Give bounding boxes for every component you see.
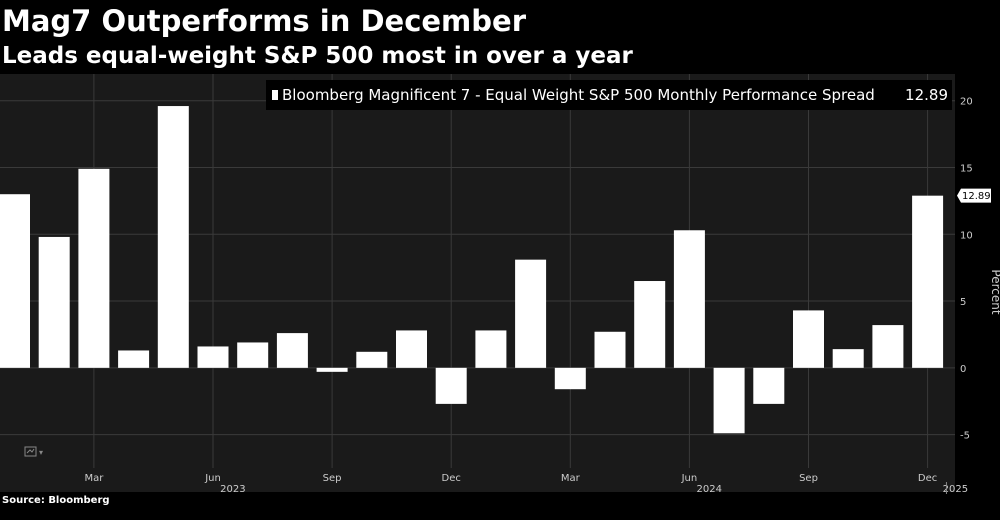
bar [396, 330, 427, 368]
y-tick-label: 5 [960, 297, 966, 308]
x-year-label: 2023 [220, 484, 245, 495]
bar [38, 236, 70, 368]
bar [753, 367, 785, 404]
x-tick-label: Mar [84, 473, 104, 484]
xaxis-area [0, 468, 955, 492]
x-tick-label: Jun [204, 473, 221, 484]
chart-subtitle: Leads equal-weight S&P 500 most in over … [2, 43, 633, 69]
y-tick-label: 20 [960, 97, 973, 108]
bar [912, 195, 944, 368]
bar [832, 349, 864, 368]
x-axis: Mar Jun Sep Dec Mar Jun Sep Dec 2023 2024 2025 [84, 473, 968, 495]
y-tick-label: -5 [960, 431, 970, 442]
bar [276, 333, 308, 368]
bar [515, 259, 547, 368]
legend-box [266, 80, 952, 110]
x-tick-label: Mar [561, 473, 581, 484]
plot-area [0, 74, 955, 468]
bar [634, 281, 666, 368]
legend-value: 12.89 [905, 86, 948, 104]
bar [118, 350, 150, 368]
bar [435, 367, 467, 404]
bar-chart: -5 0 5 10 15 20 Mar Jun Sep Dec Mar Jun Sep Dec 2023 2… [0, 74, 1000, 495]
bar [594, 331, 626, 368]
legend-swatch [272, 90, 278, 100]
bar [554, 367, 586, 390]
bar [793, 310, 824, 368]
y-axis-label: Percent [989, 269, 1000, 314]
last-value-flag [957, 188, 991, 203]
bar [237, 342, 269, 368]
bar [475, 330, 507, 368]
bar [197, 346, 229, 368]
legend-label: Bloomberg Magnificent 7 - Equal Weight S… [282, 86, 875, 104]
x-tick-label: Jun [681, 473, 698, 484]
last-value-label: 12.89 [962, 191, 991, 202]
bar [157, 106, 189, 368]
chart-title: Mag7 Outperforms in December [2, 4, 526, 38]
y-tick-label: 0 [960, 364, 966, 375]
source-note: Source: Bloomberg [2, 495, 110, 506]
bar [713, 367, 745, 434]
last-value-marker: 12.89 [957, 188, 991, 203]
chart-menu-icon[interactable]: ▾ [24, 446, 43, 457]
bars [0, 106, 944, 434]
bar [872, 325, 904, 368]
y-tick-label: 10 [960, 230, 973, 241]
x-tick-label: Sep [323, 473, 342, 484]
svg-text:▾: ▾ [39, 448, 43, 457]
bar [0, 194, 30, 368]
bar [356, 351, 388, 368]
x-year-label: 2024 [697, 484, 722, 495]
x-tick-label: Dec [918, 473, 937, 484]
x-year-label: 2025 [943, 484, 968, 495]
y-axis: -5 0 5 10 15 20 [960, 97, 973, 442]
x-tick-label: Sep [799, 473, 818, 484]
x-tick-label: Dec [442, 473, 461, 484]
bar [316, 367, 348, 372]
bar [673, 230, 705, 368]
bar [78, 168, 110, 368]
legend: Bloomberg Magnificent 7 - Equal Weight S… [266, 80, 952, 110]
y-tick-label: 15 [960, 163, 973, 174]
